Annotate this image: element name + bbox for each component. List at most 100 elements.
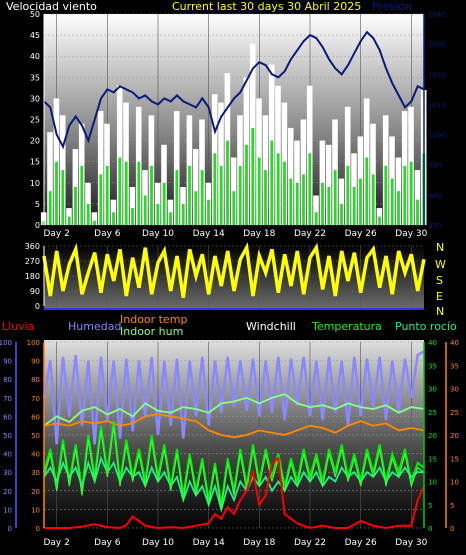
x-tick-label: Day 10 — [142, 538, 174, 548]
wind-gust-bar — [370, 123, 376, 225]
indoor-hum-tick-label: 40 — [31, 451, 40, 459]
direction-tick-label: 180 — [25, 272, 40, 281]
legend-temperatura: Temperatura — [311, 320, 382, 333]
x-tick-label: Day 22 — [294, 229, 326, 239]
legend-lluvia: Lluvia — [2, 320, 34, 333]
rain-tick-label: 20 — [450, 432, 459, 440]
indoor-hum-tick-label: 20 — [31, 488, 40, 496]
wind-avg-bar — [86, 203, 90, 225]
indoor-hum-tick-label: 80 — [31, 376, 40, 384]
wind-avg-bar — [365, 157, 369, 225]
compass-n-bottom: N — [436, 305, 444, 318]
x-tick-label: Day 14 — [193, 229, 225, 239]
rain-tick-label: 40 — [450, 339, 459, 347]
wind-avg-bar — [200, 170, 204, 225]
wind-gust-bar — [325, 144, 332, 225]
compass-e: E — [436, 290, 443, 303]
legend-humedad: Humedad — [68, 320, 121, 333]
wind-gust-bar — [97, 111, 104, 225]
x-tick-label: Day 6 — [94, 538, 121, 548]
pressure-line — [43, 30, 425, 150]
wind-avg-bar — [156, 203, 160, 225]
wind-gust-bar — [91, 212, 98, 225]
wind-avg-bar — [302, 174, 305, 225]
wind-axes: 0 5 10 15 20 25 30 35 40 45 50 970 980 990 1000 1010 102… — [30, 10, 446, 230]
wind-avg-bar — [371, 174, 375, 225]
wind-avg-bar — [384, 165, 388, 225]
humedad-line — [42, 350, 425, 445]
pressure-tick-label: 980 — [428, 192, 441, 200]
wind-speed-label: Velocidad viento — [6, 0, 97, 13]
indoor-hum-tick-label: 60 — [31, 413, 40, 421]
pressure-tick-label: 1020 — [428, 71, 446, 79]
humidity-tick-label: 30 — [3, 469, 12, 477]
period-title: Current last 30 days 30 Abril 2025 — [172, 0, 361, 13]
indoor-hum-tick-label: 90 — [31, 358, 40, 366]
wind-gust-bar — [414, 170, 421, 225]
temp-tick-label: 15 — [428, 455, 437, 463]
x-tick-label: Day 18 — [243, 538, 275, 548]
lluvia-line — [44, 456, 425, 530]
y-tick-label: 40 — [30, 52, 40, 61]
rain-tick-label: 15 — [450, 455, 459, 463]
x-tick-label: Day 18 — [243, 229, 275, 239]
pressure-tick-label: 1040 — [428, 11, 446, 19]
x-tick-label: Day 30 — [395, 538, 427, 548]
x-tick-label: Day 26 — [345, 229, 377, 239]
wind-avg-bar — [118, 157, 122, 225]
rain-tick-label: 5 — [450, 502, 454, 510]
x-tick-label: Day 10 — [142, 229, 174, 239]
wind-gust-bar — [116, 85, 123, 225]
wind-avg-bar — [327, 187, 331, 225]
wind-avg-bar — [378, 216, 381, 225]
wind-gust-bar — [300, 119, 307, 225]
pressure-tick-label: 990 — [428, 162, 441, 170]
wind-avg-bar — [61, 170, 65, 225]
wind-avg-bar — [340, 203, 343, 225]
temp-tick-label: 10 — [428, 479, 437, 487]
temp-tick-label: 25 — [428, 409, 437, 417]
humidity-tick-label: 40 — [3, 451, 12, 459]
direction-tick-label: 360 — [25, 242, 40, 251]
pressure-tick-label: 1000 — [428, 132, 446, 140]
humidity-tick-label: 80 — [3, 376, 12, 384]
wind-avg-bar — [283, 161, 286, 225]
x-tick-label: Day 30 — [395, 229, 427, 239]
indoor-hum-tick-label: 0 — [36, 525, 40, 533]
wind-avg-bar — [416, 199, 419, 225]
indoor-hum-tick-label: 100 — [27, 339, 40, 347]
y-tick-label: 20 — [30, 137, 40, 146]
indoor-hum-tick-label: 70 — [31, 395, 40, 403]
x-tick-label: Day 2 — [43, 538, 69, 548]
wind-gust-bar — [338, 178, 345, 225]
y-tick-label: 35 — [30, 73, 40, 82]
humidity-tick-label: 60 — [3, 413, 12, 421]
wind-gust-bar — [218, 102, 224, 225]
wind-avg-bar — [321, 182, 324, 225]
rain-tick-label: 10 — [450, 479, 459, 487]
pressure-tick-label: 1010 — [428, 101, 446, 109]
wind-avg-bar — [194, 191, 198, 225]
windchill-line — [43, 425, 425, 510]
wind-avg-bar — [226, 140, 229, 225]
y-tick-label: 15 — [30, 158, 40, 167]
x-tick-label: Day 26 — [345, 538, 377, 548]
temp-tick-label: 30 — [428, 386, 437, 394]
temp-tick-label: 40 — [428, 339, 437, 347]
direction-tick-label: 0 — [35, 302, 40, 311]
humidity-tick-label: 50 — [3, 432, 12, 440]
wind-avg-bar — [99, 174, 103, 225]
humidity-tick-label: 20 — [3, 488, 12, 496]
wind-avg-bar — [245, 144, 248, 225]
wind-gust-bar — [173, 111, 180, 225]
wind-avg-bar — [270, 140, 274, 225]
x-tick-label: Day 6 — [94, 229, 121, 239]
wind-avg-bar — [359, 178, 362, 225]
y-tick-label: 25 — [30, 116, 40, 125]
wind-avg-bar — [403, 165, 407, 225]
wind-avg-bar — [289, 178, 293, 225]
compass-w: W — [435, 258, 446, 271]
